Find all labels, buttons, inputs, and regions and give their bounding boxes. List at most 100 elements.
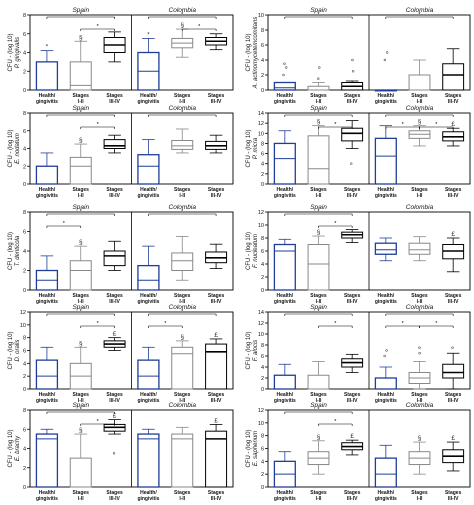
box (443, 64, 464, 90)
y-tick-label: 2 (23, 269, 26, 275)
category-label: gingivitis (36, 496, 58, 502)
y-tick-label: 8 (23, 408, 26, 414)
significance-marker: § (79, 427, 83, 434)
significance-marker: £ (350, 433, 354, 440)
y-tick-label: 4 (261, 162, 264, 168)
box (274, 83, 295, 91)
y-tick-label: 2 (23, 69, 26, 75)
category-label: III-IV (448, 398, 459, 404)
outlier-point (386, 350, 388, 352)
box (274, 143, 295, 184)
y-axis-label: CFU - (log 10) (246, 331, 252, 369)
y-axis-label: CFU - (log 10) (8, 33, 14, 71)
box (138, 360, 159, 389)
category-label: gingivitis (274, 398, 296, 404)
box (36, 434, 57, 487)
significance-marker: § (180, 334, 184, 341)
species-label: T. denticola (15, 235, 21, 266)
y-tick-label: 2 (261, 376, 264, 382)
category-label: I-II (316, 496, 322, 502)
box (443, 364, 464, 378)
significance-marker: § (79, 239, 83, 246)
category-label: III-IV (109, 193, 120, 199)
y-tick-label: 12 (258, 321, 264, 327)
y-tick-label: 10 (258, 223, 264, 229)
box (342, 128, 363, 141)
category-label: I-II (179, 496, 185, 502)
box (70, 157, 91, 184)
y-tick-label: 14 (258, 310, 264, 316)
y-tick-label: 6 (23, 349, 26, 355)
significance-marker: § (317, 229, 321, 236)
y-tick-label: 8 (23, 111, 26, 117)
significance-marker: £ (451, 231, 455, 238)
category-label: III-IV (347, 299, 358, 305)
category-label: III-IV (448, 193, 459, 199)
category-label: III-IV (211, 193, 222, 199)
category-label: I-II (417, 496, 423, 502)
category-label: gingivitis (36, 398, 58, 404)
y-tick-label: 4 (23, 51, 26, 57)
category-label: gingivitis (274, 99, 296, 105)
outlier-point (284, 63, 286, 65)
category-label: gingivitis (375, 299, 397, 305)
category-label: I-II (78, 193, 84, 199)
outlier-point (419, 347, 421, 349)
box (172, 253, 193, 271)
y-tick-label: 10 (258, 332, 264, 338)
category-label: III-IV (347, 496, 358, 502)
y-axis-label: CFU - (log 10) (8, 429, 14, 467)
category-label: III-IV (211, 299, 222, 305)
category-label: gingivitis (274, 496, 296, 502)
category-label: gingivitis (375, 99, 397, 105)
significance-marker: £ (113, 331, 117, 338)
y-tick-label: 0 (23, 387, 26, 393)
category-label: gingivitis (36, 193, 58, 199)
y-tick-label: 2 (23, 374, 26, 380)
group-title-colombia: Colombia (406, 402, 434, 409)
y-tick-label: 12 (258, 121, 264, 127)
group-title-colombia: Colombia (406, 204, 434, 211)
y-tick-label: 6 (261, 447, 264, 453)
significance-marker: § (79, 340, 83, 347)
significance-marker: £ (214, 332, 218, 339)
y-axis-label: CFU - (log 10) (246, 429, 252, 467)
y-tick-label: 8 (261, 434, 264, 440)
category-label: I-II (316, 193, 322, 199)
box (70, 458, 91, 487)
box (172, 141, 193, 150)
outlier-point (386, 52, 388, 54)
y-axis-label: CFU - (log 10) (246, 232, 252, 270)
y-axis-label: CFU - (log 10) (246, 33, 252, 71)
species-label: P. gingivalis (15, 37, 21, 68)
y-tick-label: 0 (23, 485, 26, 491)
category-label: gingivitis (137, 299, 159, 305)
category-label: gingivitis (375, 193, 397, 199)
y-tick-label: 10 (258, 131, 264, 137)
y-tick-label: 12 (258, 210, 264, 216)
y-tick-label: 8 (261, 343, 264, 349)
category-label: III-IV (109, 496, 120, 502)
y-tick-label: 2 (261, 472, 264, 478)
significance-marker: § (418, 435, 422, 442)
species-label: F. nucleatum (253, 234, 259, 268)
outlier-point (384, 355, 386, 357)
y-tick-label: 6 (23, 32, 26, 38)
significance-marker: * (46, 44, 49, 51)
category-label: III-IV (448, 496, 459, 502)
outlier-point (419, 352, 421, 354)
outlier-point (283, 74, 285, 76)
box (36, 62, 57, 90)
box (172, 434, 193, 487)
y-tick-label: 4 (261, 262, 264, 268)
species-label: A. actinomycetemcomitans (253, 17, 259, 90)
y-tick-label: 2 (23, 466, 26, 472)
category-label: III-IV (211, 496, 222, 502)
box (104, 251, 125, 266)
y-axis-label: CFU - (log 10) (246, 129, 252, 167)
category-label: III-IV (109, 398, 120, 404)
category-label: III-IV (211, 99, 222, 105)
significance-marker: § (418, 119, 422, 126)
significance-marker: § (317, 434, 321, 441)
y-tick-label: 4 (23, 447, 26, 453)
